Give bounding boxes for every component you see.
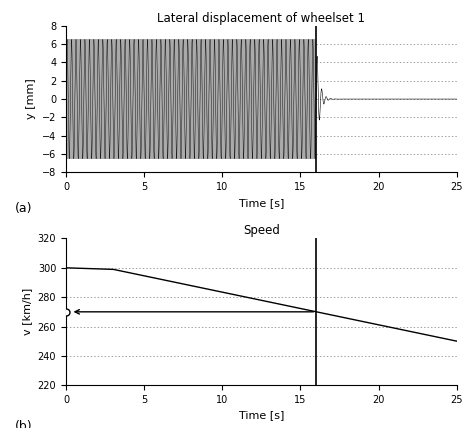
Y-axis label: v [km/h]: v [km/h] xyxy=(22,288,32,336)
Text: (a): (a) xyxy=(15,202,32,215)
Text: (b): (b) xyxy=(15,420,33,428)
Y-axis label: y [mm]: y [mm] xyxy=(26,79,36,119)
Title: Lateral displacement of wheelset 1: Lateral displacement of wheelset 1 xyxy=(157,12,365,24)
X-axis label: Time [s]: Time [s] xyxy=(239,198,284,208)
X-axis label: Time [s]: Time [s] xyxy=(239,410,284,420)
Title: Speed: Speed xyxy=(243,224,280,237)
